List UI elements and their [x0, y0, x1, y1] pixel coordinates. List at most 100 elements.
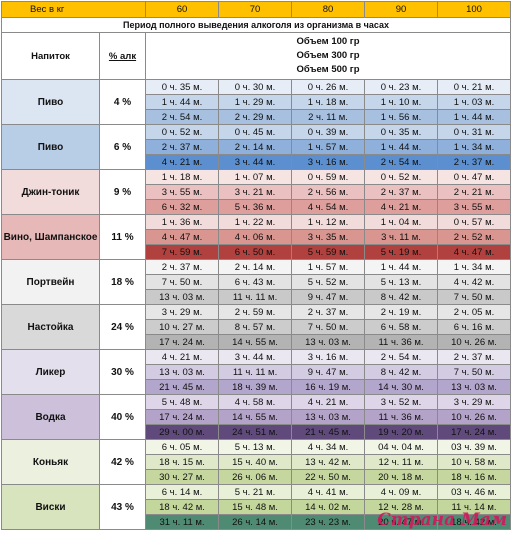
time-cell: 1 ч. 34 м. — [438, 140, 511, 155]
time-cell: 4 ч. 42 м. — [438, 275, 511, 290]
time-cell: 2 ч. 56 м. — [292, 185, 365, 200]
time-cell: 0 ч. 26 м. — [292, 80, 365, 95]
time-cell: 8 ч. 42 м. — [365, 290, 438, 305]
time-cell: 1 ч. 04 м. — [365, 215, 438, 230]
time-cell: 24 ч. 51 м. — [219, 425, 292, 440]
time-cell: 5 ч. 59 м. — [292, 245, 365, 260]
period-title: Период полного выведения алкоголя из орг… — [2, 18, 511, 33]
alcohol-percent: 30 % — [100, 350, 146, 395]
time-cell: 13 ч. 03 м. — [438, 380, 511, 395]
time-cell: 13 ч. 03 м. — [146, 365, 219, 380]
drink-name: Пиво — [2, 125, 100, 170]
time-cell: 5 ч. 21 м. — [219, 485, 292, 500]
time-cell: 6 ч. 58 м. — [365, 320, 438, 335]
time-cell: 1 ч. 57 м. — [292, 260, 365, 275]
drink-name: Пиво — [2, 80, 100, 125]
time-cell: 11 ч. 36 м. — [365, 410, 438, 425]
time-cell: 0 ч. 45 м. — [219, 125, 292, 140]
time-cell: 3 ч. 35 м. — [292, 230, 365, 245]
time-cell: 26 ч. 06 м. — [219, 470, 292, 485]
column-header-row: Напиток % алк Объем 100 гр Объем 300 гр … — [2, 33, 511, 80]
weight-70: 70 — [219, 2, 292, 18]
alcohol-percent: 24 % — [100, 305, 146, 350]
time-cell: 1 ч. 10 м. — [365, 95, 438, 110]
time-cell: 2 ч. 59 м. — [219, 305, 292, 320]
alcohol-percent: 43 % — [100, 485, 146, 530]
weight-header-row: Вес в кг 60 70 80 90 100 — [2, 2, 511, 18]
time-cell: 0 ч. 57 м. — [438, 215, 511, 230]
time-cell: 13 ч. 03 м. — [292, 410, 365, 425]
time-cell: 1 ч. 44 м. — [365, 260, 438, 275]
time-cell: 8 ч. 57 м. — [219, 320, 292, 335]
volume-500: Объем 500 гр — [146, 63, 510, 77]
time-cell: 0 ч. 52 м. — [146, 125, 219, 140]
time-cell: 03 ч. 46 м. — [438, 485, 511, 500]
watermark-logo: Страна Мам — [377, 510, 507, 530]
time-cell: 18 ч. 15 м. — [146, 455, 219, 470]
time-cell: 7 ч. 50 м. — [146, 275, 219, 290]
time-cell: 5 ч. 36 м. — [219, 200, 292, 215]
drink-name: Вино, Шампанское — [2, 215, 100, 260]
time-cell: 1 ч. 56 м. — [365, 110, 438, 125]
time-cell: 0 ч. 23 м. — [365, 80, 438, 95]
time-cell: 7 ч. 50 м. — [292, 320, 365, 335]
time-cell: 29 ч. 00 м. — [146, 425, 219, 440]
time-cell: 4 ч. 21 м. — [146, 350, 219, 365]
time-cell: 3 ч. 16 м. — [292, 350, 365, 365]
time-cell: 3 ч. 11 м. — [365, 230, 438, 245]
time-cell: 22 ч. 50 м. — [292, 470, 365, 485]
alcohol-percent: 42 % — [100, 440, 146, 485]
time-cell: 2 ч. 11 м. — [292, 110, 365, 125]
time-cell: 03 ч. 39 м. — [438, 440, 511, 455]
time-cell: 3 ч. 55 м. — [438, 200, 511, 215]
time-cell: 1 ч. 44 м. — [146, 95, 219, 110]
time-cell: 6 ч. 50 м. — [219, 245, 292, 260]
time-cell: 1 ч. 03 м. — [438, 95, 511, 110]
drink-name: Ликер — [2, 350, 100, 395]
time-cell: 2 ч. 54 м. — [146, 110, 219, 125]
time-cell: 12 ч. 11 м. — [365, 455, 438, 470]
weight-90: 90 — [365, 2, 438, 18]
weight-100: 100 — [438, 2, 511, 18]
time-cell: 14 ч. 55 м. — [219, 335, 292, 350]
time-cell: 4 ч. 34 м. — [292, 440, 365, 455]
alcohol-percent: 11 % — [100, 215, 146, 260]
time-cell: 3 ч. 55 м. — [146, 185, 219, 200]
time-cell: 2 ч. 37 м. — [365, 185, 438, 200]
time-cell: 11 ч. 36 м. — [365, 335, 438, 350]
time-cell: 6 ч. 43 м. — [219, 275, 292, 290]
time-cell: 0 ч. 21 м. — [438, 80, 511, 95]
time-cell: 26 ч. 14 м. — [219, 515, 292, 530]
drink-column-header: Напиток — [2, 33, 100, 80]
time-cell: 5 ч. 19 м. — [365, 245, 438, 260]
time-cell: 2 ч. 37 м. — [438, 155, 511, 170]
time-cell: 7 ч. 50 м. — [438, 365, 511, 380]
time-cell: 31 ч. 11 м. — [146, 515, 219, 530]
time-cell: 04 ч. 04 м. — [365, 440, 438, 455]
time-cell: 1 ч. 18 м. — [292, 95, 365, 110]
time-cell: 19 ч. 20 м. — [365, 425, 438, 440]
time-cell: 14 ч. 55 м. — [219, 410, 292, 425]
time-cell: 9 ч. 47 м. — [292, 365, 365, 380]
drink-name: Коньяк — [2, 440, 100, 485]
period-title-row: Период полного выведения алкоголя из орг… — [2, 18, 511, 33]
pct-column-header: % алк — [100, 33, 146, 80]
time-cell: 3 ч. 52 м. — [365, 395, 438, 410]
weight-60: 60 — [146, 2, 219, 18]
time-cell: 2 ч. 37 м. — [146, 140, 219, 155]
time-cell: 2 ч. 37 м. — [292, 305, 365, 320]
time-cell: 7 ч. 59 м. — [146, 245, 219, 260]
time-cell: 4 ч. 54 м. — [292, 200, 365, 215]
time-cell: 1 ч. 44 м. — [438, 110, 511, 125]
time-cell: 5 ч. 13 м. — [365, 275, 438, 290]
time-cell: 30 ч. 27 м. — [146, 470, 219, 485]
time-cell: 0 ч. 35 м. — [146, 80, 219, 95]
time-cell: 4 ч. 58 м. — [219, 395, 292, 410]
